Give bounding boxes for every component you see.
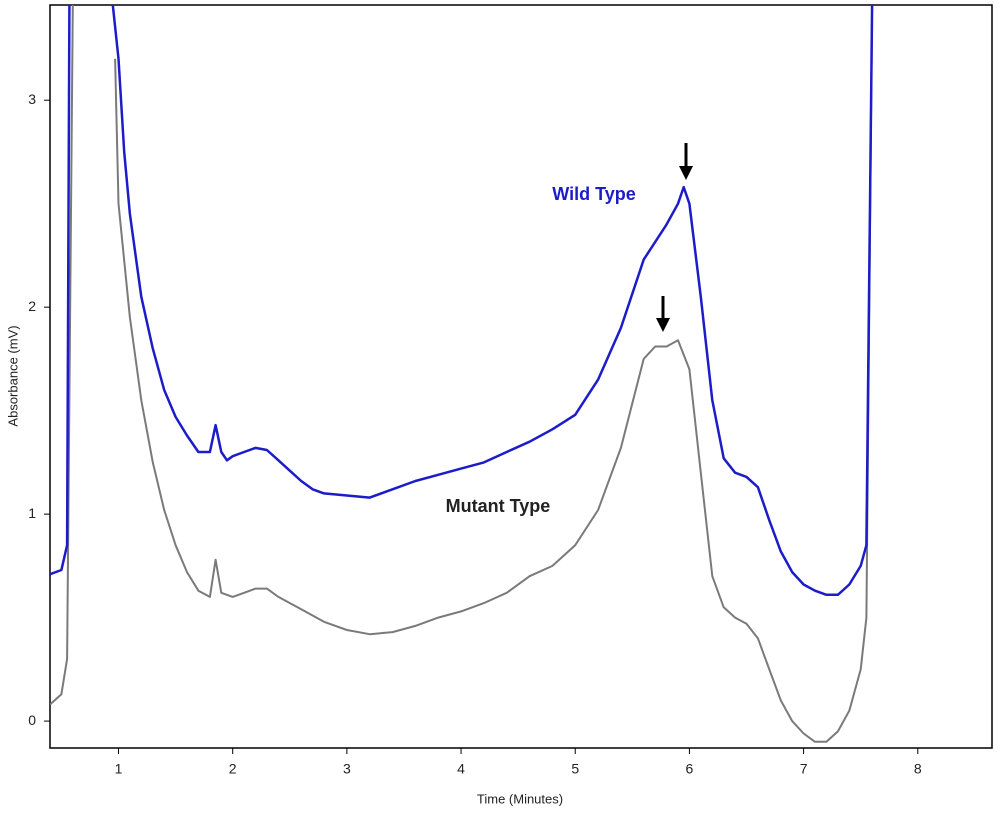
- x-axis-label: Time (Minutes): [477, 791, 563, 806]
- y-tick-label: 0: [28, 712, 36, 728]
- data-line: [50, 5, 874, 597]
- x-tick-label: 3: [343, 761, 351, 777]
- x-tick-label: 7: [800, 761, 808, 777]
- plot-lines: [50, 5, 874, 743]
- x-tick-label: 8: [914, 761, 922, 777]
- arrow: [656, 296, 670, 332]
- arrow: [679, 143, 693, 180]
- y-tick-label: 1: [28, 505, 36, 521]
- y-tick-label: 3: [28, 91, 36, 107]
- x-tick-label: 2: [229, 761, 237, 777]
- y-tick-label: 2: [28, 298, 36, 314]
- series-label: Wild Type: [552, 184, 636, 204]
- plot-frame: [49, 4, 993, 749]
- series-label: Mutant Type: [446, 496, 551, 516]
- x-tick-label: 4: [457, 761, 465, 777]
- x-tick-label: 6: [686, 761, 694, 777]
- data-line: [50, 5, 874, 743]
- x-tick-label: 1: [115, 761, 123, 777]
- y-axis-label: Absorbance (mV): [5, 325, 20, 426]
- x-tick-label: 5: [571, 761, 579, 777]
